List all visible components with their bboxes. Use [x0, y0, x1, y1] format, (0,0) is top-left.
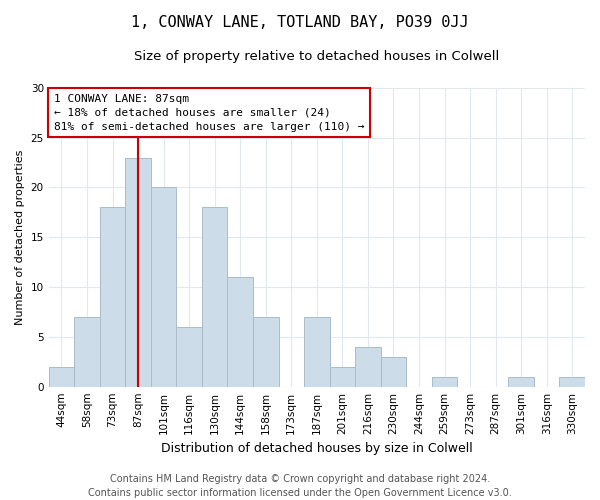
- Bar: [151, 188, 176, 386]
- Bar: [355, 347, 380, 387]
- Text: 1 CONWAY LANE: 87sqm
← 18% of detached houses are smaller (24)
81% of semi-detac: 1 CONWAY LANE: 87sqm ← 18% of detached h…: [54, 94, 365, 132]
- Text: Contains HM Land Registry data © Crown copyright and database right 2024.
Contai: Contains HM Land Registry data © Crown c…: [88, 474, 512, 498]
- Bar: [559, 376, 585, 386]
- Bar: [100, 208, 125, 386]
- Bar: [432, 376, 457, 386]
- Bar: [176, 327, 202, 386]
- Bar: [380, 357, 406, 386]
- Bar: [304, 317, 329, 386]
- Bar: [202, 208, 227, 386]
- Text: 1, CONWAY LANE, TOTLAND BAY, PO39 0JJ: 1, CONWAY LANE, TOTLAND BAY, PO39 0JJ: [131, 15, 469, 30]
- Bar: [49, 367, 74, 386]
- X-axis label: Distribution of detached houses by size in Colwell: Distribution of detached houses by size …: [161, 442, 473, 455]
- Bar: [508, 376, 534, 386]
- Bar: [74, 317, 100, 386]
- Title: Size of property relative to detached houses in Colwell: Size of property relative to detached ho…: [134, 50, 499, 63]
- Bar: [227, 277, 253, 386]
- Bar: [125, 158, 151, 386]
- Bar: [329, 367, 355, 386]
- Y-axis label: Number of detached properties: Number of detached properties: [15, 150, 25, 325]
- Bar: [253, 317, 278, 386]
